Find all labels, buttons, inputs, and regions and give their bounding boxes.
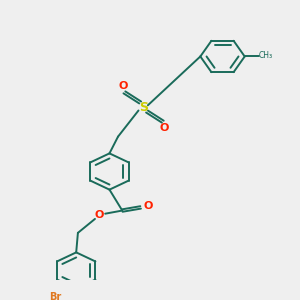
Text: CH₃: CH₃ [259,51,273,60]
Text: S: S [139,100,148,113]
Text: O: O [143,201,153,211]
Text: O: O [118,81,128,91]
Text: O: O [159,123,169,133]
Text: Br: Br [49,292,61,300]
Text: O: O [94,210,104,220]
